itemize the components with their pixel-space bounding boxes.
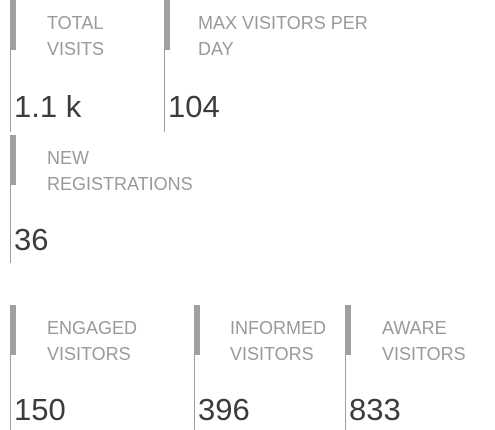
stat-label: TOTAL VISITS <box>47 13 105 59</box>
stat-label: INFORMED VISITORS <box>230 318 326 364</box>
stat-widget: AWARE VISITORS 833 <box>345 305 485 430</box>
stat-widget: MAX VISITORS PER DAY 104 <box>164 0 368 132</box>
accent-bar <box>345 305 351 355</box>
stat-value: 36 <box>14 222 49 257</box>
accent-bar <box>194 305 200 355</box>
stat-value: 1.1 k <box>14 89 82 124</box>
stat-value: 150 <box>14 392 66 427</box>
stat-value: 104 <box>168 89 220 124</box>
stat-value: 833 <box>349 392 401 427</box>
accent-bar <box>10 0 16 50</box>
accent-bar <box>10 135 16 185</box>
stat-widget: NEW REGISTRATIONS 36 <box>10 135 193 263</box>
stat-label: MAX VISITORS PER DAY <box>198 13 368 59</box>
stat-value: 396 <box>198 392 250 427</box>
accent-bar <box>164 0 170 50</box>
stat-widget: TOTAL VISITS 1.1 k <box>10 0 150 132</box>
accent-bar <box>10 305 16 355</box>
stat-label: NEW REGISTRATIONS <box>47 148 193 194</box>
stat-widget: ENGAGED VISITORS 150 <box>10 305 150 430</box>
stat-label: AWARE VISITORS <box>382 318 466 364</box>
stat-widget: INFORMED VISITORS 396 <box>194 305 334 430</box>
stat-label: ENGAGED VISITORS <box>47 318 138 364</box>
